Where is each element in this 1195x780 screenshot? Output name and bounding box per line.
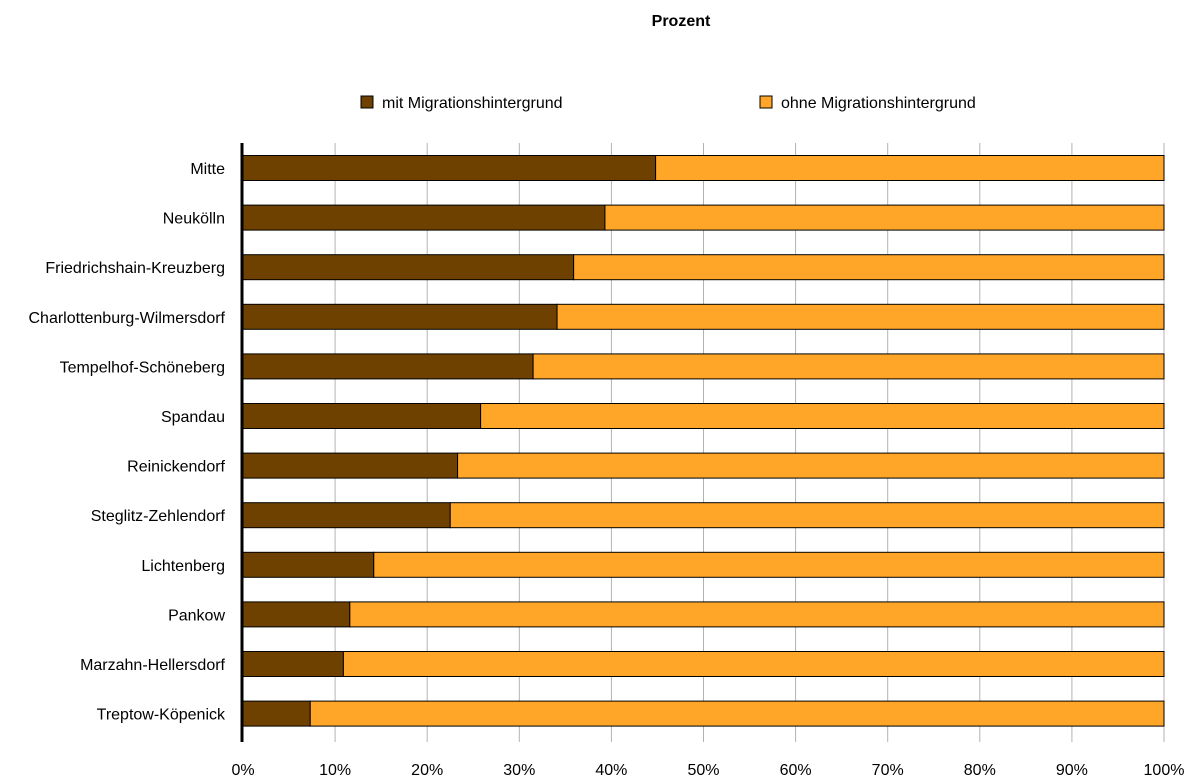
x-tick-label: 0% [231, 762, 254, 779]
category-label: Friedrichshain-Kreuzberg [45, 260, 225, 277]
category-labels: Mitte Neukölln Friedrichshain-Kreuzberg Cha… [28, 161, 226, 724]
category-label: Neukölln [163, 211, 225, 228]
category-label: Marzahn-Hellersdorf [80, 657, 225, 674]
category-label: Treptow-Köpenick [97, 707, 226, 724]
bar-mit [242, 551, 375, 578]
gridlines [334, 143, 1165, 742]
category-label: Lichtenberg [141, 558, 225, 575]
bar-ohne [556, 303, 1165, 330]
bar-ohne [373, 551, 1165, 578]
bar-ohne [342, 651, 1165, 677]
bar-mit [242, 601, 351, 628]
bar-mit [242, 155, 657, 181]
category-label: Steglitz-Zehlendorf [91, 508, 226, 525]
bar-ohne [449, 502, 1165, 529]
category-label: Reinickendorf [127, 459, 225, 476]
bar-ohne [309, 700, 1165, 727]
bar-mit [242, 303, 558, 330]
legend-swatch-mit [360, 95, 374, 109]
bar-mit [242, 502, 451, 529]
x-tick-label: 10% [319, 762, 351, 779]
bar-ohne [532, 353, 1165, 380]
bar-ohne [604, 204, 1165, 231]
x-tick-label: 90% [1056, 762, 1088, 779]
bar-ohne [573, 254, 1165, 281]
bar-mit [242, 254, 575, 281]
x-tick-label: 50% [687, 762, 719, 779]
chart-title: Prozent [652, 13, 711, 30]
legend: mit Migrationshintergrund ohne Migration… [360, 95, 976, 112]
x-tick-label: 70% [872, 762, 904, 779]
x-tick-label: 100% [1144, 762, 1185, 779]
bar-mit [242, 651, 344, 677]
legend-label-ohne: ohne Migrationshintergrund [781, 95, 976, 112]
bar-ohne [457, 452, 1165, 479]
category-label: Mitte [190, 161, 225, 178]
x-tick-label: 80% [964, 762, 996, 779]
bar-mit [242, 353, 534, 380]
bar-ohne [480, 403, 1165, 429]
category-label: Spandau [161, 409, 225, 426]
bar-mit [242, 452, 459, 479]
bar-mit [242, 403, 482, 429]
category-label: Charlottenburg-Wilmersdorf [28, 310, 225, 327]
legend-swatch-ohne [759, 95, 773, 109]
category-label: Pankow [168, 607, 225, 624]
x-tick-label: 60% [780, 762, 812, 779]
bar-ohne [655, 155, 1165, 181]
x-tick-label: 30% [503, 762, 535, 779]
bar-mit [242, 204, 606, 231]
x-tick-labels: 0% 10% 20% 30% 40% 50% 60% 70% 80% 90% 100% [231, 762, 1184, 779]
bars [242, 155, 1165, 727]
x-tick-label: 40% [595, 762, 627, 779]
bar-mit [242, 700, 311, 727]
x-tick-label: 20% [411, 762, 443, 779]
bar-ohne [349, 601, 1165, 628]
legend-label-mit: mit Migrationshintergrund [382, 95, 563, 112]
category-label: Tempelhof-Schöneberg [60, 359, 225, 376]
